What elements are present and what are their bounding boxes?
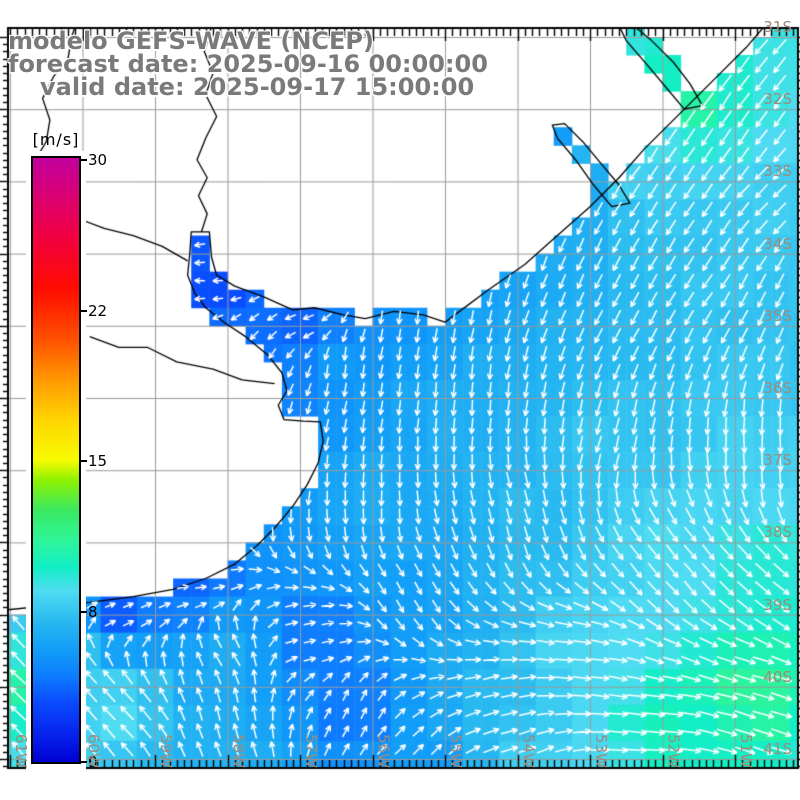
lon-label: 56W xyxy=(374,734,393,768)
lat-label: 33S xyxy=(763,162,792,181)
colorbar-tick-label: 15 xyxy=(88,452,108,470)
lon-label: 51W xyxy=(737,734,755,768)
lon-label: 61W xyxy=(12,734,30,768)
lat-label: 41S xyxy=(763,740,792,758)
lon-label: 59W xyxy=(157,734,175,768)
lon-label: 54W xyxy=(519,734,538,768)
lon-label: 58W xyxy=(229,734,248,768)
colorbar-tick-label: 22 xyxy=(88,301,108,320)
colorbar-tick-mark xyxy=(79,159,87,161)
colorbar-tick-label: 8 xyxy=(88,602,98,621)
lon-label: 55W xyxy=(447,734,465,768)
lat-label: 35S xyxy=(763,306,792,325)
lat-label: 36S xyxy=(763,379,792,397)
lon-label: 57W xyxy=(302,734,320,768)
lat-label: 34S xyxy=(763,234,792,253)
colorbar-tick-mark xyxy=(79,610,87,613)
colorbar-tick-label: 30 xyxy=(88,151,108,169)
colorbar-gradient xyxy=(33,158,79,762)
colorbar-tick-label: 0 xyxy=(88,753,98,771)
lat-label: 38S xyxy=(763,523,792,542)
lat-label: 37S xyxy=(763,451,792,470)
lat-label: 40S xyxy=(763,667,792,686)
colorbar-tick-mark xyxy=(79,460,87,462)
lon-label: 53W xyxy=(592,734,610,768)
colorbar-tick-mark xyxy=(79,309,87,312)
colorbar-unit-label: [m/s] xyxy=(32,130,80,149)
lon-label: 52W xyxy=(664,734,683,768)
lat-label: 32S xyxy=(763,90,792,109)
lat-label: 31S xyxy=(763,18,792,36)
lon-label: 60W xyxy=(84,734,103,768)
colorbar-tick-mark xyxy=(79,761,87,763)
lat-label: 39S xyxy=(763,595,792,614)
colorbar-frame xyxy=(31,156,81,764)
